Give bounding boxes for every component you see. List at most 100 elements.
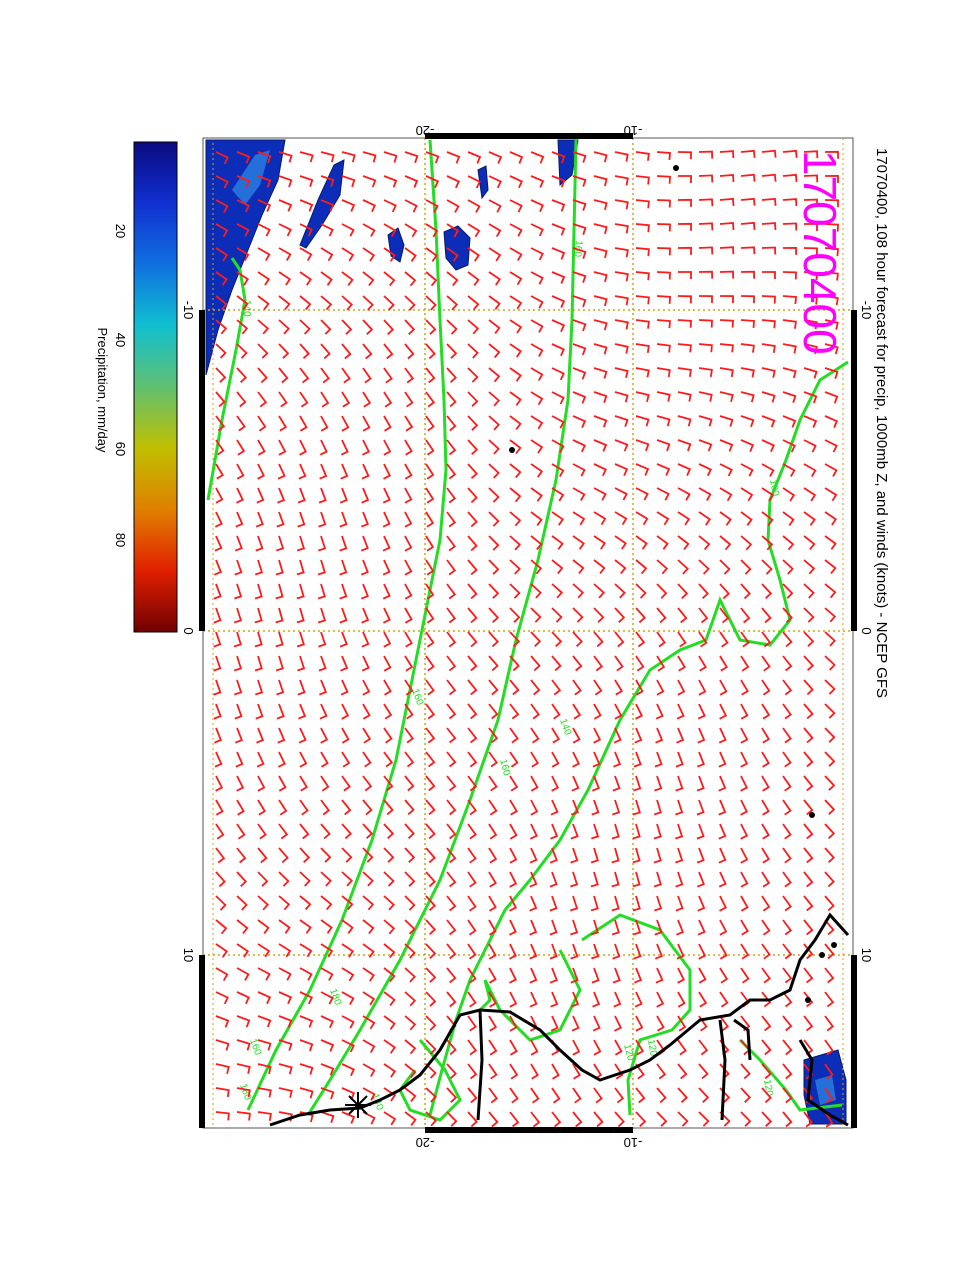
wind-barb <box>404 583 413 600</box>
wind-barb <box>236 967 250 981</box>
wind-barb <box>698 631 708 648</box>
wind-barb <box>614 439 629 452</box>
contour-label: 120 <box>645 1039 659 1058</box>
wind-barb <box>320 727 329 744</box>
wind-barb <box>425 679 435 696</box>
wind-barb <box>611 871 620 888</box>
wind-barb <box>236 463 245 480</box>
wind-barb <box>467 319 480 335</box>
wind-barb <box>634 991 643 1008</box>
wind-barb <box>446 487 457 504</box>
wind-barb <box>614 511 628 526</box>
wind-barb <box>530 535 543 551</box>
wind-barb <box>551 607 563 623</box>
wind-barb <box>593 439 608 452</box>
wind-barb <box>446 919 457 936</box>
wind-barb <box>530 199 544 213</box>
wind-barb <box>719 607 730 624</box>
wind-barb <box>803 631 815 647</box>
island <box>673 165 679 171</box>
wind-barb <box>509 751 519 768</box>
wind-barb <box>824 199 839 208</box>
wind-barb <box>698 1063 709 1080</box>
wind-barb <box>404 463 413 480</box>
wind-barb <box>320 751 329 768</box>
wind-barb <box>761 847 771 864</box>
wind-barb <box>591 799 600 816</box>
wind-barb <box>635 655 645 672</box>
wind-barb <box>467 391 479 407</box>
wind-barb <box>362 991 376 1006</box>
wind-barb <box>361 487 370 504</box>
wind-barb <box>718 823 727 840</box>
wind-barb <box>593 199 608 211</box>
wind-barb <box>697 703 706 720</box>
wind-barb <box>677 967 686 984</box>
wind-barb <box>446 967 457 984</box>
wind-barb <box>656 463 671 476</box>
wind-barb <box>362 367 372 384</box>
wind-barb <box>297 487 306 504</box>
wind-barb <box>593 175 608 187</box>
wind-barb <box>383 1039 396 1054</box>
wind-barb <box>591 943 600 960</box>
wind-barb <box>675 895 684 912</box>
wind-barb <box>551 775 560 792</box>
wind-barb <box>824 1063 834 1080</box>
wind-barb <box>277 727 286 744</box>
wind-barb <box>635 199 650 209</box>
wind-barb <box>425 607 435 624</box>
wind-barb <box>824 655 836 671</box>
wind-barb <box>488 823 498 840</box>
wind-barb <box>299 1087 314 1099</box>
wind-barb <box>404 535 413 552</box>
wind-barb <box>509 295 523 310</box>
wind-barb <box>782 391 797 403</box>
wind-barb <box>761 463 775 477</box>
wind-barb <box>446 943 457 960</box>
wind-barb <box>296 607 305 624</box>
wind-barb <box>404 199 418 213</box>
wind-barb <box>404 991 417 1007</box>
wind-barb <box>761 319 776 329</box>
wind-barb <box>446 703 457 720</box>
wind-barb <box>824 943 835 960</box>
wind-barb <box>215 967 229 982</box>
wind-barb <box>488 751 498 768</box>
wind-barb <box>256 727 265 744</box>
wind-barb <box>593 343 608 355</box>
wind-barb <box>635 1111 647 1127</box>
wind-barb <box>425 631 435 648</box>
wind-barb <box>404 943 416 959</box>
wind-barb <box>278 295 291 311</box>
wind-barb <box>782 823 792 840</box>
wind-barb <box>761 535 774 551</box>
wind-barb <box>362 967 375 982</box>
wind-barb <box>383 751 394 768</box>
wind-barb <box>383 223 397 238</box>
wind-barb <box>425 703 436 720</box>
wind-barb <box>255 511 264 528</box>
wind-barb <box>677 487 691 501</box>
wind-barb <box>572 1087 582 1104</box>
wind-barb <box>593 727 602 744</box>
wind-barb <box>612 967 621 984</box>
wind-barb <box>530 271 544 285</box>
contour-line <box>428 360 849 1116</box>
wind-barb <box>425 319 437 335</box>
wind-barb <box>803 943 814 960</box>
wind-barb <box>675 751 684 768</box>
wind-barb <box>278 943 292 958</box>
wind-barb <box>824 847 835 863</box>
wind-barb <box>782 271 797 280</box>
wind-barb <box>404 967 416 983</box>
wind-barb <box>509 1015 518 1032</box>
wind-barb <box>718 727 727 744</box>
wind-barb <box>382 535 391 552</box>
wind-barb <box>656 439 671 452</box>
wind-barb <box>656 319 671 329</box>
wind-barb <box>782 727 792 744</box>
wind-barb <box>803 799 814 816</box>
wind-barb <box>593 559 606 575</box>
wind-barb <box>404 823 415 839</box>
